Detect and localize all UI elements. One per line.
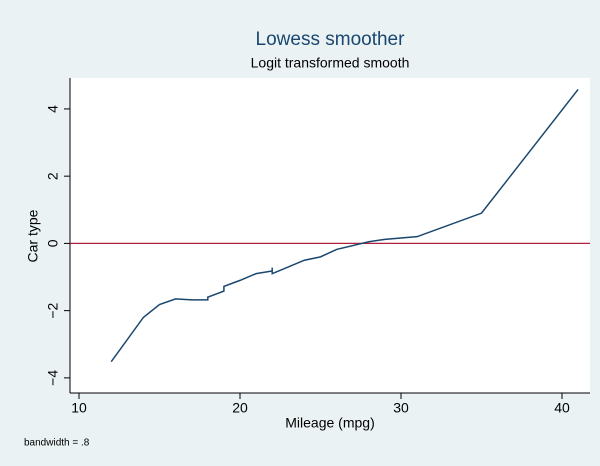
plot-area xyxy=(70,78,590,393)
x-tick-label: 40 xyxy=(554,400,570,416)
data-line xyxy=(110,88,579,363)
x-tick-label: 20 xyxy=(232,400,248,416)
y-tick-label: 2 xyxy=(45,172,61,180)
y-tick-label: −4 xyxy=(45,370,61,386)
x-axis-title: Mileage (mpg) xyxy=(285,415,374,431)
y-tick-label: 0 xyxy=(45,239,61,247)
y-axis-title: Car type xyxy=(25,209,41,262)
x-tick-label: 30 xyxy=(393,400,409,416)
chart-title: Lowess smoother xyxy=(256,29,406,50)
x-tick-label: 10 xyxy=(71,400,87,416)
y-tick-label: −2 xyxy=(45,302,61,318)
y-tick-label: 4 xyxy=(45,105,61,113)
note: bandwidth = .8 xyxy=(24,438,90,449)
chart-subtitle: Logit transformed smooth xyxy=(251,55,410,71)
